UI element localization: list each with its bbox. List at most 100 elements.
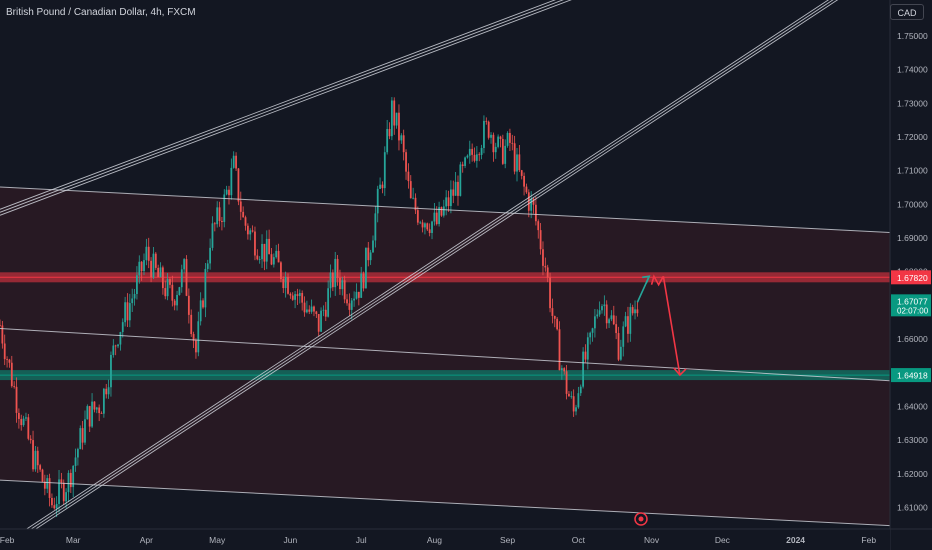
event-marker-dot — [638, 516, 644, 522]
support-price-tag — [891, 368, 931, 383]
candle-body — [619, 346, 622, 360]
candle-body — [388, 129, 391, 137]
candle-body — [258, 259, 261, 260]
candle-body — [263, 243, 266, 262]
candle-body — [10, 362, 13, 387]
candle-body — [570, 396, 573, 398]
candle-body — [55, 503, 58, 509]
candle-body — [343, 280, 346, 300]
candle-body — [350, 300, 353, 310]
candle-body — [268, 238, 271, 255]
channel-fill — [0, 187, 890, 526]
candle-body — [527, 192, 530, 211]
candle-body — [329, 272, 332, 289]
candle-body — [605, 304, 608, 324]
projection-up-arrowhead — [642, 275, 651, 284]
candle-body — [612, 315, 615, 325]
candle-body — [60, 479, 63, 483]
candle-body — [218, 207, 221, 221]
x-tick-label: Apr — [140, 535, 153, 545]
candle-body — [32, 440, 34, 470]
candle-body — [128, 303, 131, 321]
candle-body — [310, 306, 313, 312]
y-tick-label: 1.62000 — [897, 469, 928, 479]
candle-body — [171, 284, 174, 301]
x-tick-label: Dec — [715, 535, 731, 545]
candle-body — [36, 450, 39, 466]
x-tick-label: Oct — [572, 535, 586, 545]
currency-button[interactable]: CAD — [890, 4, 924, 20]
candle-body — [95, 407, 98, 410]
candle-body — [157, 267, 160, 278]
candle-body — [197, 321, 200, 353]
candle-body — [357, 291, 360, 298]
candles-group — [0, 97, 639, 518]
upper-rising-line — [0, 0, 572, 216]
candle-body — [140, 261, 143, 272]
candle-body — [591, 328, 594, 333]
candle-body — [20, 418, 23, 426]
candle-body — [549, 277, 551, 309]
candle-body — [523, 175, 525, 187]
candle-body — [180, 269, 183, 288]
candle-body — [542, 249, 544, 266]
candle-body — [133, 294, 136, 299]
candle-body — [381, 184, 384, 189]
candle-body — [579, 386, 582, 394]
x-tick-label: Jul — [356, 535, 367, 545]
candle-body — [228, 189, 230, 196]
candle-body — [147, 246, 150, 261]
candle-body — [589, 332, 592, 338]
candle-body — [530, 198, 533, 211]
x-tick-label: Nov — [644, 535, 660, 545]
diagonal-support-line — [23, 0, 834, 535]
candle-body — [516, 154, 518, 172]
channel-top — [0, 186, 891, 233]
candle-body — [15, 386, 18, 413]
candle-body — [428, 229, 431, 233]
candle-body — [79, 428, 82, 450]
x-tick-label: Jun — [284, 535, 298, 545]
candle-body — [199, 300, 202, 322]
candle-body — [407, 171, 410, 182]
candle-body — [457, 181, 459, 196]
candle-body — [187, 295, 190, 315]
candle-body — [102, 388, 105, 414]
candle-body — [327, 288, 330, 317]
candle-body — [91, 401, 93, 427]
candle-body — [287, 276, 289, 294]
candle-body — [261, 243, 263, 260]
candle-body — [301, 292, 304, 303]
resistance-price-tag — [891, 270, 931, 285]
candle-body — [145, 246, 148, 261]
candle-body — [86, 406, 89, 420]
candle-body — [249, 230, 252, 235]
candle-body — [575, 407, 577, 412]
y-tick-label: 1.66000 — [897, 334, 928, 344]
candle-body — [124, 302, 127, 323]
candle-body — [454, 181, 457, 196]
candle-body — [634, 309, 636, 314]
candle-body — [409, 181, 412, 199]
candle-body — [631, 307, 634, 314]
candle-body — [402, 135, 405, 153]
candle-body — [374, 213, 377, 241]
candle-body — [166, 279, 169, 297]
candle-body — [471, 148, 474, 155]
candle-body — [334, 258, 337, 288]
candle-body — [440, 207, 443, 216]
x-tick-label: Feb — [861, 535, 876, 545]
candle-body — [433, 212, 436, 222]
candle-body — [386, 129, 389, 153]
candle-body — [244, 217, 247, 226]
projection-zigzag — [650, 274, 665, 287]
candle-body — [405, 152, 407, 172]
symbol-title: British Pound / Canadian Dollar, 4h, FXC… — [6, 7, 196, 18]
candle-body — [173, 300, 176, 306]
candle-body — [25, 417, 27, 419]
candle-body — [13, 386, 16, 387]
candle-body — [412, 197, 415, 199]
candle-body — [475, 154, 478, 161]
